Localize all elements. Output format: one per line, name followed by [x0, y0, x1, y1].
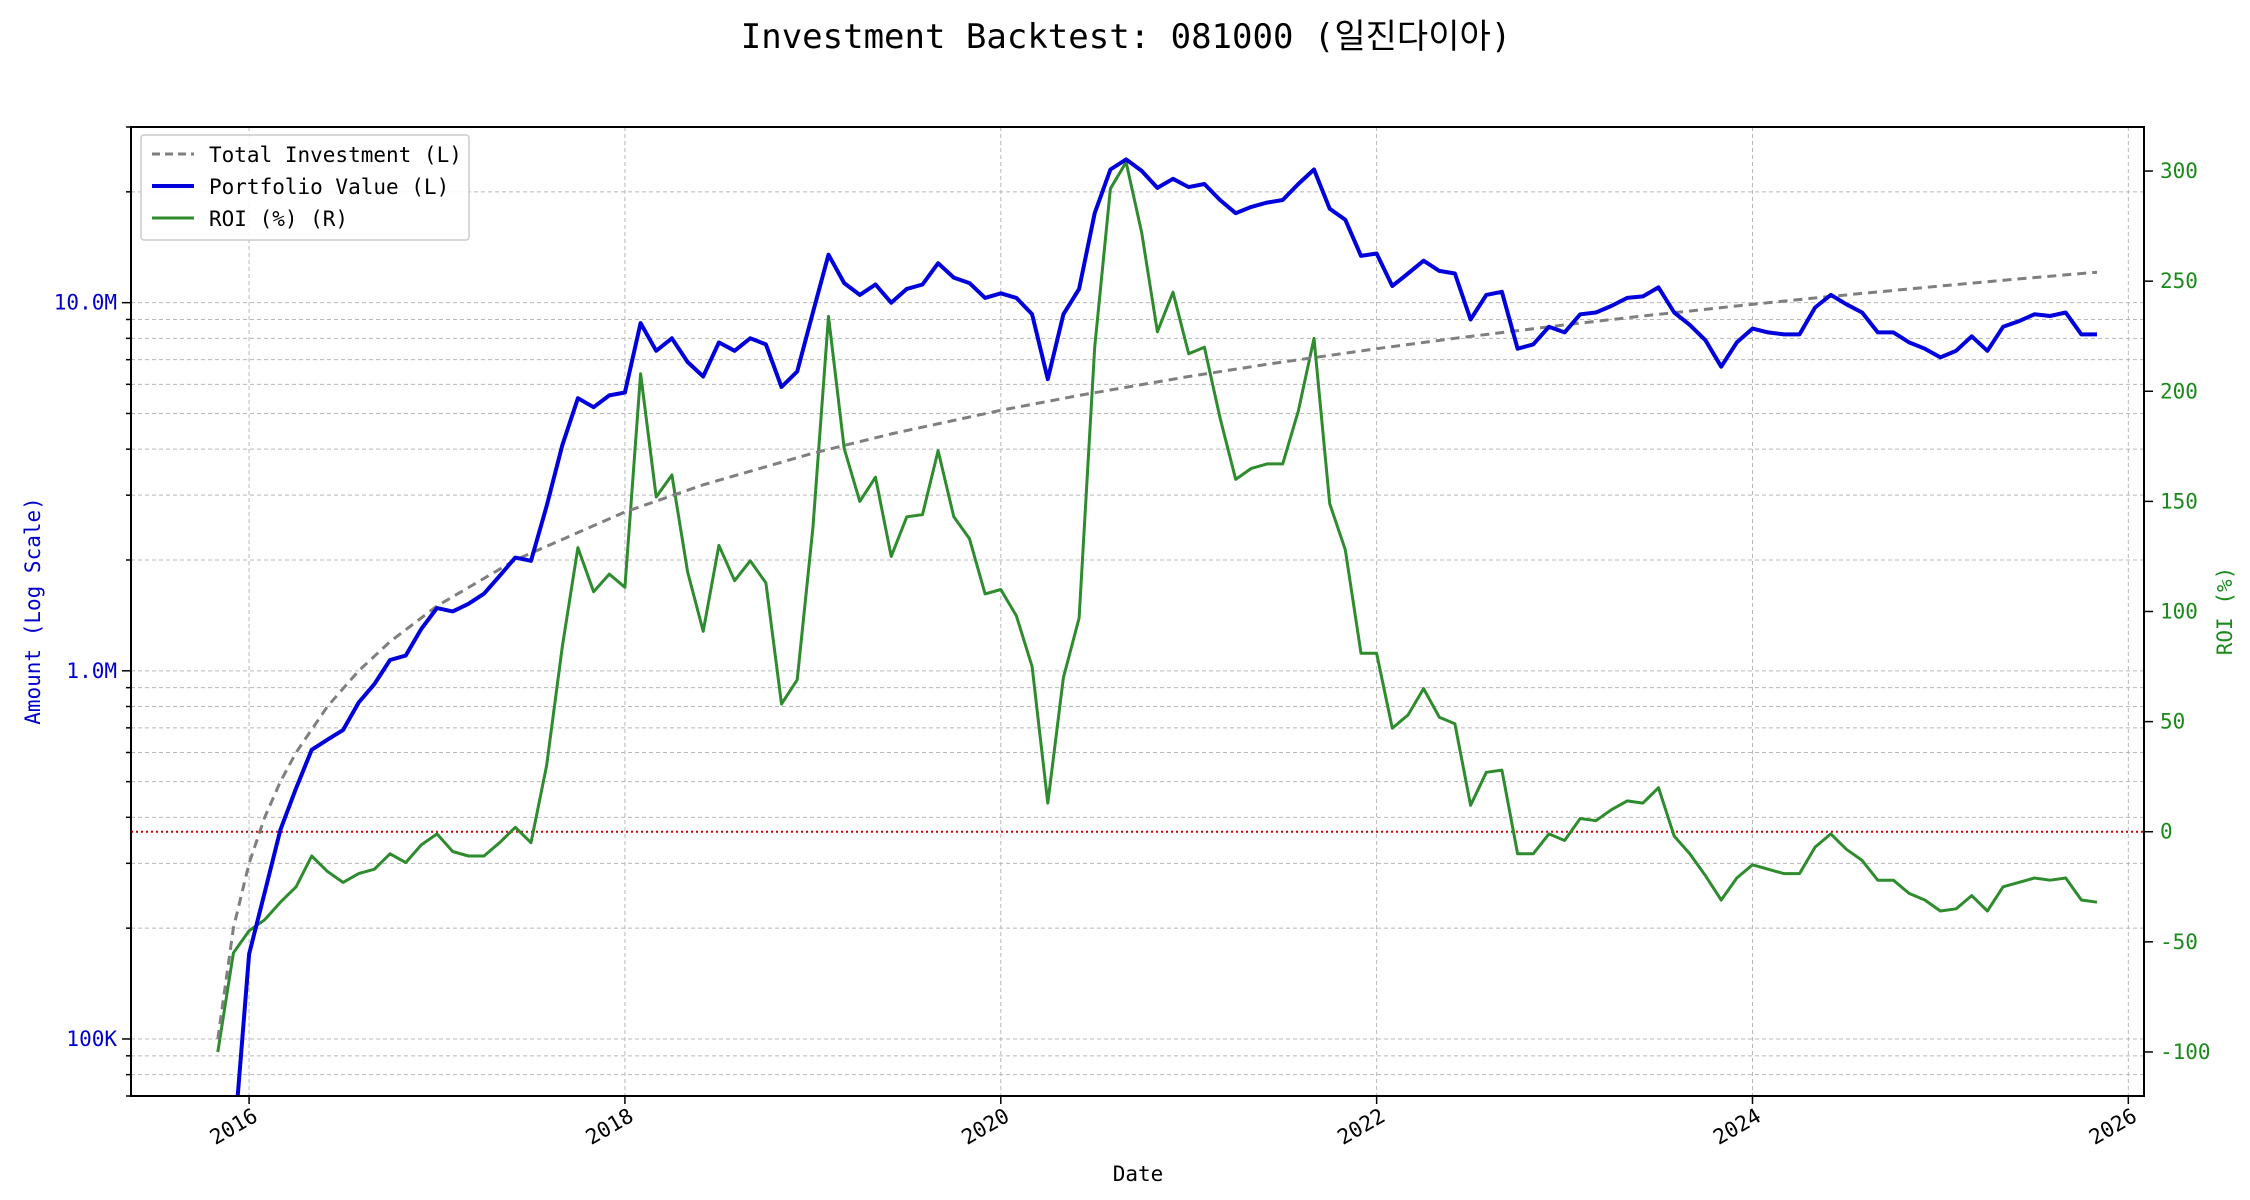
x-tick-label: 2018 — [582, 1104, 638, 1150]
grid-lines — [131, 126, 2144, 1097]
total-investment-line — [216, 270, 2098, 1040]
y-right-tick-label: 200 — [2160, 379, 2198, 403]
y-right-tick-label: 0 — [2160, 820, 2173, 844]
right-axis-label: ROI (%) — [2213, 567, 2237, 656]
y-right-tick-label: -50 — [2160, 930, 2198, 954]
legend-label-roi: ROI (%) (R) — [209, 207, 348, 231]
legend-label-portfolio-value: Portfolio Value (L) — [209, 175, 449, 199]
legend-box — [140, 134, 470, 241]
y-right-tick-label: -100 — [2160, 1040, 2211, 1064]
y-right-tick-label: 300 — [2160, 159, 2198, 183]
x-tick-label: 2026 — [2085, 1104, 2141, 1150]
legend: Total Investment (L) Portfolio Value (L)… — [140, 134, 470, 241]
left-axis-ticks: 100K 1.0M 10.0M — [54, 126, 131, 1097]
series-layer — [216, 157, 2098, 1096]
y-right-tick-label: 50 — [2160, 710, 2185, 734]
legend-label-total-investment: Total Investment (L) — [209, 143, 462, 167]
portfolio-value-line — [235, 157, 2097, 1096]
y-right-tick-label: 150 — [2160, 489, 2198, 513]
x-tick-label: 2016 — [206, 1104, 262, 1150]
roi-line — [216, 160, 2098, 1053]
y-left-tick-label: 10.0M — [54, 291, 117, 315]
left-axis-label: Amount (Log Scale) — [21, 497, 45, 725]
x-axis-ticks: 2016 2018 2020 2022 2024 2026 — [206, 1096, 2141, 1150]
x-tick-label: 2024 — [1709, 1104, 1765, 1150]
right-axis-ticks: -100 -50 0 50 100 150 200 250 300 — [2144, 159, 2211, 1064]
x-axis-label: Date — [1113, 1162, 1164, 1186]
y-right-tick-label: 250 — [2160, 269, 2198, 293]
chart-title: Investment Backtest: 081000 (일진다이아) — [741, 17, 1512, 57]
x-tick-label: 2020 — [957, 1104, 1013, 1150]
y-left-tick-label: 1.0M — [66, 659, 117, 683]
x-tick-label: 2022 — [1333, 1104, 1389, 1150]
y-right-tick-label: 100 — [2160, 600, 2198, 624]
y-left-tick-label: 100K — [66, 1027, 117, 1051]
